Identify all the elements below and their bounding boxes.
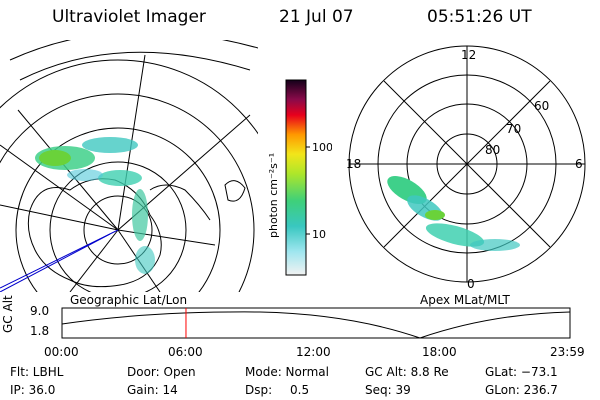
meridian-line xyxy=(117,229,216,246)
colorbar-tick-100: 100 xyxy=(312,141,332,154)
mlt-label-12: 12 xyxy=(461,48,476,62)
glon-label: GLon: 236.7 xyxy=(485,383,558,397)
mlat-label-70: 70 xyxy=(506,122,521,136)
ip-label: IP: 36.0 xyxy=(10,383,56,397)
dsp-label: Dsp: xyxy=(245,383,273,397)
altitude-curve xyxy=(61,311,571,339)
mlat-label-60: 60 xyxy=(534,99,549,113)
meridian-line xyxy=(0,204,119,231)
colorbar-tick-10: 10 xyxy=(312,228,326,241)
mlat-mlt-polar-plot: 12 18 6 0 60 70 80 xyxy=(346,45,586,291)
apex-caption: Apex MLat/MLT xyxy=(420,293,510,307)
door-label: Door: Open xyxy=(127,365,196,379)
geographic-map xyxy=(0,40,258,292)
polar-auroral-emission xyxy=(387,176,520,251)
outer-arc xyxy=(9,40,258,61)
lat-circle xyxy=(15,127,221,292)
glat-label: GLat: −73.1 xyxy=(485,365,558,379)
terminator-line xyxy=(0,233,111,292)
altitude-plot xyxy=(61,307,571,339)
coastline xyxy=(27,178,162,288)
colorbar: 100 10 photon cm⁻²s⁻¹ xyxy=(267,79,332,276)
colorbar-unit-label: photon cm⁻²s⁻¹ xyxy=(267,153,280,238)
xtick-00: 00:00 xyxy=(44,345,79,359)
xtick-06: 06:00 xyxy=(168,345,203,359)
instrument-title: Ultraviolet Imager xyxy=(52,7,206,27)
lat-circle xyxy=(49,161,187,292)
seq-label: Seq: 39 xyxy=(365,383,411,397)
auroral-emission xyxy=(35,137,155,274)
lat-circle xyxy=(0,59,258,135)
meridian-line xyxy=(17,109,119,231)
lat-circle xyxy=(83,195,153,265)
polar-diagonal xyxy=(383,80,551,248)
gc-alt-label: GC Alt: 8.8 Re xyxy=(365,365,449,379)
meridian-line xyxy=(69,229,119,292)
xtick-18: 18:00 xyxy=(422,345,457,359)
altitude-plot-frame xyxy=(61,307,571,339)
geographic-caption: Geographic Lat/Lon xyxy=(70,293,188,307)
lat-circle xyxy=(0,93,255,292)
polar-grid xyxy=(348,45,586,283)
outer-arc xyxy=(19,51,251,81)
header-time: 05:51:26 UT xyxy=(427,7,532,27)
gain-label: Gain: 14 xyxy=(127,383,178,397)
filter-label: Flt: LBHL xyxy=(10,365,64,379)
mlat-label-80: 80 xyxy=(485,143,500,157)
coastline xyxy=(149,184,211,221)
altitude-ylabel: GC Alt xyxy=(1,295,15,333)
dsp-value: 0.5 xyxy=(290,383,310,397)
altitude-ytick-high: 9.0 xyxy=(30,304,50,318)
xtick-12: 12:00 xyxy=(296,345,331,359)
altitude-ytick-low: 1.8 xyxy=(30,324,50,338)
colorbar-scale xyxy=(285,79,307,276)
coastline xyxy=(224,180,246,202)
latitude-circles xyxy=(0,59,258,292)
header-date: 21 Jul 07 xyxy=(279,7,354,27)
mlt-label-0: 0 xyxy=(467,277,475,291)
xtick-2359: 23:59 xyxy=(550,345,585,359)
mode-label: Mode: Normal xyxy=(245,365,329,379)
mlt-label-6: 6 xyxy=(575,157,583,171)
mlt-label-18: 18 xyxy=(346,157,361,171)
